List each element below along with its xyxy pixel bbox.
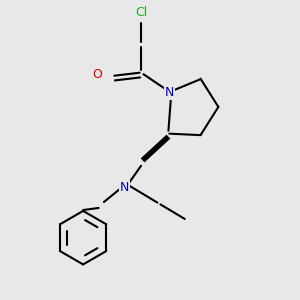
Text: O: O xyxy=(92,68,102,81)
Text: Cl: Cl xyxy=(135,6,147,19)
Text: N: N xyxy=(165,85,174,98)
Text: N: N xyxy=(120,181,129,194)
